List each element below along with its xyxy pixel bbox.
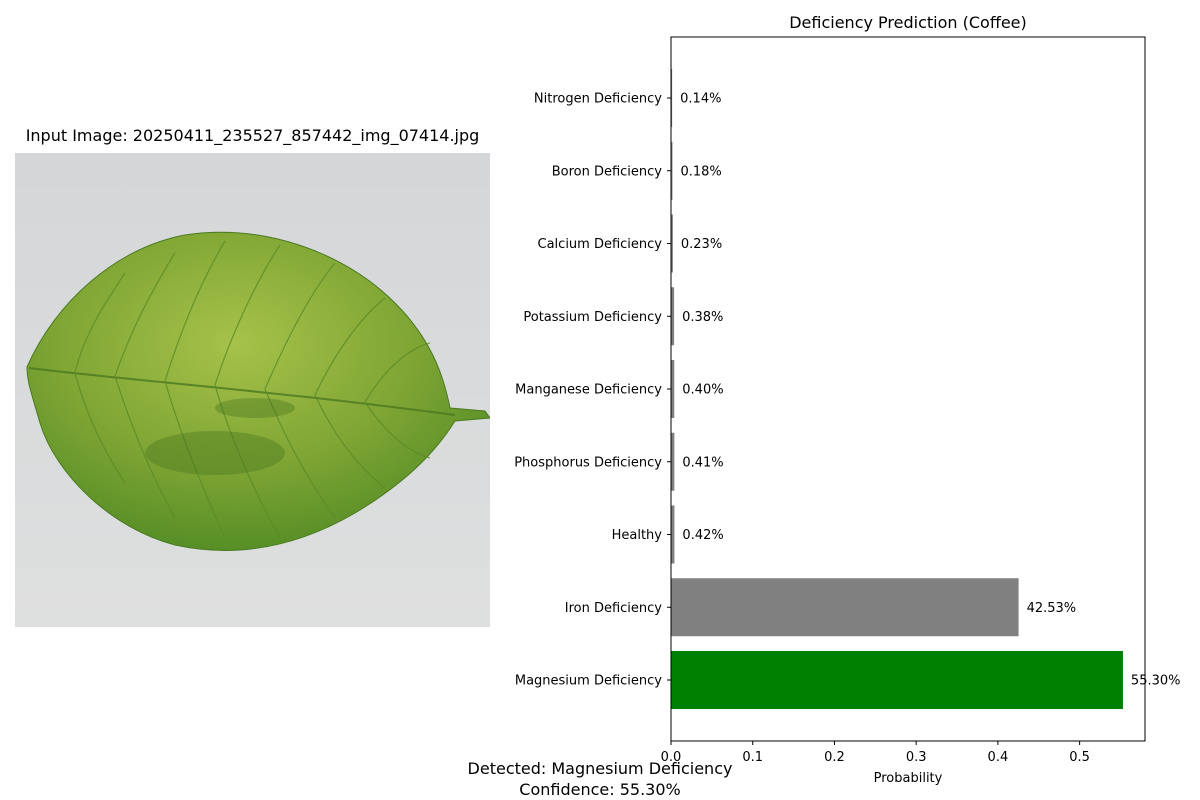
bar-value-label: 55.30% (1131, 674, 1181, 689)
y-tick-label: Calcium Deficiency (538, 237, 663, 252)
bar-value-label: 0.40% (682, 383, 723, 398)
bar-healthy (671, 505, 675, 564)
x-tick-label: 0.4 (988, 750, 1009, 765)
x-tick-label: 0.3 (906, 750, 927, 765)
bar-value-label: 0.14% (680, 92, 721, 107)
x-axis-label: Probability (874, 771, 943, 786)
bar-manganese-deficiency (671, 360, 675, 418)
x-tick-label: 0.5 (1069, 750, 1090, 765)
bar-value-label: 42.53% (1027, 601, 1077, 616)
x-tick-label: 0.2 (824, 750, 845, 765)
x-tick-label: 0.1 (742, 750, 763, 765)
bar-magnesium-deficiency (671, 651, 1123, 709)
chart-title: Deficiency Prediction (Coffee) (789, 13, 1027, 32)
detected-result: Detected: Magnesium Deficiency (467, 759, 733, 778)
confidence-result: Confidence: 55.30% (519, 780, 681, 799)
y-tick-label: Magnesium Deficiency (515, 674, 662, 689)
input-leaf-image (15, 153, 490, 627)
bar-value-label: 0.23% (681, 237, 722, 252)
y-tick-label: Nitrogen Deficiency (534, 92, 662, 107)
y-tick-label: Phosphorus Deficiency (514, 455, 662, 470)
bar-value-label: 0.42% (682, 528, 723, 543)
bar-potassium-deficiency (671, 287, 675, 346)
bar-calcium-deficiency (671, 214, 673, 273)
bar-value-label: 0.38% (682, 310, 723, 325)
y-tick-label: Boron Deficiency (552, 164, 663, 179)
bar-value-label: 0.41% (682, 455, 723, 470)
y-tick-label: Potassium Deficiency (523, 310, 662, 325)
y-tick-label: Manganese Deficiency (515, 383, 662, 398)
y-tick-label: Iron Deficiency (565, 601, 663, 616)
x-tick-label: 0.0 (661, 750, 682, 765)
bar-nitrogen-deficiency (671, 69, 673, 127)
y-tick-label: Healthy (612, 528, 663, 543)
bar-iron-deficiency (671, 578, 1019, 637)
bar-value-label: 0.18% (680, 164, 721, 179)
plot-frame (670, 36, 1146, 742)
bar-boron-deficiency (671, 141, 673, 200)
bar-phosphorus-deficiency (671, 432, 675, 491)
image-title: Input Image: 20250411_235527_857442_img_… (25, 126, 480, 145)
